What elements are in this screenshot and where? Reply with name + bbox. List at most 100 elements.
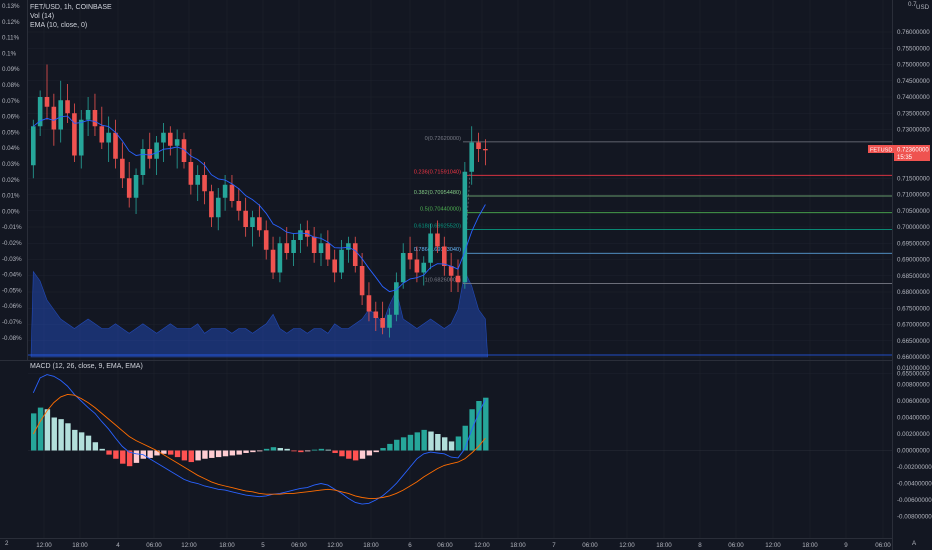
macd-histogram-bar (72, 429, 78, 451)
macd-histogram-bar (120, 450, 126, 464)
pct-tick-label: 0.12% (2, 19, 20, 26)
volume-profile (30, 270, 489, 358)
candle-body (99, 126, 105, 143)
macd-histogram-bar (421, 429, 427, 451)
macd-histogram-bar (435, 434, 441, 451)
axes: 0.76000000 0.75500000 0.75000000 0.74500000… (2, 3, 932, 549)
pct-tick-label: -0.01% (2, 224, 22, 231)
price-tick-label: 0.70500000 (897, 208, 930, 215)
macd-histogram-bar (174, 450, 181, 458)
candle-body (58, 100, 63, 130)
candle-body (202, 175, 207, 192)
axis-settings-icon[interactable]: A (912, 540, 917, 547)
macd-histogram-bar (476, 401, 482, 451)
candle-body (168, 132, 173, 146)
pct-tick-label: 0.04% (2, 145, 20, 152)
time-tick-label: 5 (261, 542, 265, 549)
macd-histogram-bar (291, 450, 297, 452)
macd-histogram-bar (31, 413, 37, 451)
macd-histogram-bar (462, 425, 468, 451)
macd-histogram-bar (99, 448, 105, 451)
candle-body (78, 119, 84, 156)
price-tick-label: 0.67500000 (897, 305, 930, 312)
macd-histogram-bar (366, 450, 373, 456)
time-tick-label: 06:00 (875, 542, 891, 549)
candle-body (65, 100, 70, 114)
macd-histogram-bar (181, 450, 188, 461)
pct-tick-label: 0.05% (2, 129, 20, 136)
time-tick-label: 18:00 (219, 542, 235, 549)
ema-line (33, 115, 486, 293)
candle-body (72, 113, 77, 156)
price-tick-label: 0.71000000 (897, 192, 930, 199)
candle-body (455, 275, 461, 283)
pct-tick-label: 0.01% (2, 193, 20, 200)
time-tick-label: 7 (552, 542, 556, 549)
candle-body (85, 110, 91, 120)
time-tick-label: 8 (698, 542, 702, 549)
currency-label: USD (916, 4, 930, 11)
macd-histogram-bar (65, 423, 71, 451)
macd-histogram-bar (58, 419, 64, 451)
time-tick-label: 12:00 (181, 542, 197, 549)
macd-line (32, 374, 486, 505)
candle-body (332, 259, 337, 273)
pct-tick-label: -0.04% (2, 272, 22, 279)
legend-main: FET/USD, 1h, COINBASE Vol (14) EMA (10, … (30, 3, 112, 30)
macd-histogram-bar (37, 407, 44, 451)
candle-body (394, 282, 399, 315)
macd-histogram-bar (168, 450, 174, 455)
symbol-badge: FETUSD (870, 148, 892, 154)
macd-tick-label: -0.00800000 (897, 514, 932, 521)
candle-body (195, 175, 200, 185)
candle-body (469, 142, 474, 172)
pct-tick-label: 0.08% (2, 82, 20, 89)
macd-histogram-bar (387, 443, 393, 451)
macd-histogram-bar (346, 450, 352, 459)
time-tick-label: 18:00 (510, 542, 526, 549)
legend-macd: MACD (12, 26, close, 9, EMA, EMA) (30, 362, 143, 371)
candle-body (270, 249, 276, 273)
macd-histogram-bar (263, 448, 270, 451)
price-tick-label: 0.75500000 (897, 45, 930, 52)
candle-body (298, 230, 303, 240)
macd-tick-label: -0.00400000 (897, 481, 932, 488)
candlestick-series (31, 64, 488, 338)
candle-body (92, 110, 98, 127)
macd-histogram-bar (483, 397, 489, 451)
price-tick-label: 0.69500000 (897, 240, 930, 247)
symbol-badge-bg (868, 145, 894, 153)
current-price: 0.72360000 (897, 148, 929, 154)
grid (28, 0, 892, 538)
macd-histogram-bar (394, 439, 400, 451)
macd-indicator-label[interactable]: MACD (12, 26, close, 9, EMA, EMA) (30, 363, 143, 370)
candle-body (209, 191, 214, 218)
candle-body (161, 132, 166, 143)
macd-histogram-bar (147, 450, 153, 458)
macd-histogram-bar (407, 434, 414, 451)
price-tick-label: 0.73000000 (897, 127, 930, 134)
macd-histogram-bar (257, 450, 263, 452)
macd-histogram-bar (126, 450, 133, 467)
candle-body (442, 246, 447, 266)
candle-body (215, 197, 221, 218)
candle-body (126, 178, 132, 198)
macd-histogram-bar (400, 437, 407, 451)
time-tick-label: 12:00 (36, 542, 52, 549)
vol-indicator-label[interactable]: Vol (14) (30, 13, 55, 20)
candle-body (140, 149, 146, 175)
macd-histogram-bar (455, 436, 462, 451)
candle-body (325, 243, 331, 260)
macd-tick-label: 0.00200000 (897, 431, 930, 438)
ema-indicator-label[interactable]: EMA (10, close, 0) (30, 22, 88, 29)
time-tick-label: 06:00 (728, 542, 744, 549)
time-tick-label: 06:00 (437, 542, 453, 549)
pct-tick-label: -0.08% (2, 335, 22, 342)
pct-tick-label: 0.03% (2, 161, 20, 168)
candle-body (352, 243, 358, 266)
price-tick-label: 0.76000000 (897, 29, 930, 36)
symbol-title[interactable]: FET/USD, 1h, COINBASE (30, 4, 112, 11)
macd-histogram-bar (298, 450, 304, 453)
timezone-icon[interactable]: 2 (5, 540, 9, 547)
